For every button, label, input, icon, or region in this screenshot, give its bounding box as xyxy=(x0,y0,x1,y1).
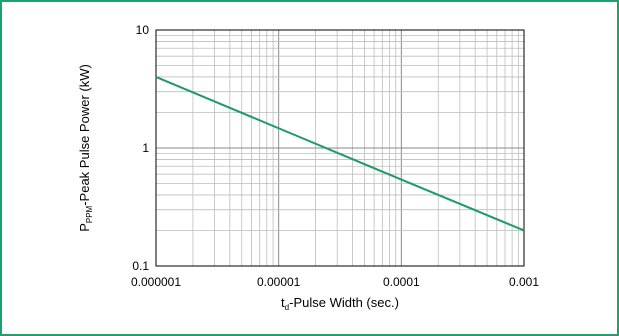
y-axis-label-rest: -Peak Pulse Power (kW) xyxy=(77,64,92,206)
grid-lines xyxy=(155,30,524,267)
y-axis-label-main: P xyxy=(77,223,92,232)
plot-area xyxy=(155,29,525,267)
x-tick-label: 0.00001 xyxy=(257,275,301,289)
y-tick-label: 10 xyxy=(136,23,150,37)
x-tick-label: 0.000001 xyxy=(131,275,181,289)
x-axis-label-rest: -Pulse Width (sec.) xyxy=(289,295,399,310)
x-tick-label: 0.0001 xyxy=(383,275,420,289)
x-tick-label: 0.001 xyxy=(509,275,539,289)
x-axis-label: td-Pulse Width (sec.) xyxy=(281,295,399,312)
x-axis-label-sub: d xyxy=(285,303,289,312)
y-tick-label: 1 xyxy=(142,141,149,155)
x-axis-label-main: t xyxy=(281,295,285,310)
y-tick-label: 0.1 xyxy=(132,259,149,273)
y-axis-label: PPPM-Peak Pulse Power (kW) xyxy=(77,64,94,232)
series-line xyxy=(155,76,525,232)
y-tick-labels: 10 1 0.1 xyxy=(132,23,149,273)
x-tick-labels: 0.000001 0.00001 0.0001 0.001 xyxy=(131,275,539,289)
y-axis-label-sub: PPM xyxy=(85,205,94,223)
